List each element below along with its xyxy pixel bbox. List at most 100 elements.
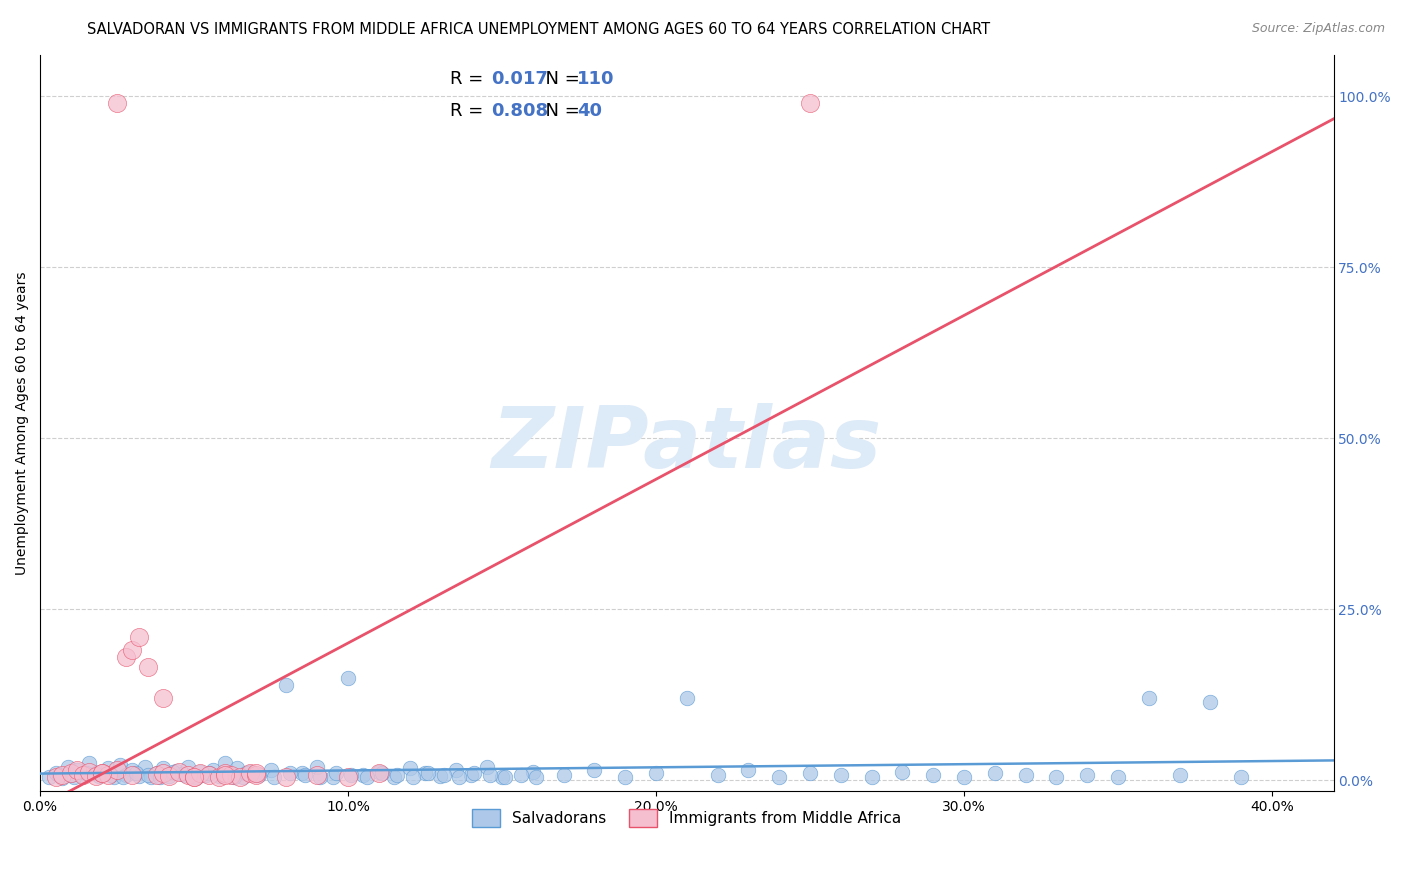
Point xyxy=(198,768,221,782)
Point xyxy=(66,763,89,777)
Point xyxy=(188,765,211,780)
Point xyxy=(72,769,94,783)
Point xyxy=(90,766,112,780)
Point xyxy=(188,766,211,780)
Point xyxy=(219,768,242,782)
Point xyxy=(322,770,344,784)
Point xyxy=(121,768,143,782)
Point xyxy=(509,768,531,782)
Point xyxy=(146,768,169,782)
Point xyxy=(56,759,79,773)
Point xyxy=(44,770,66,784)
Point xyxy=(675,691,697,706)
Point xyxy=(211,768,233,782)
Point xyxy=(79,765,101,780)
Point xyxy=(356,770,378,784)
Point xyxy=(522,765,544,780)
Point xyxy=(152,691,174,706)
Point xyxy=(146,766,169,780)
Point xyxy=(162,765,184,780)
Point xyxy=(478,768,501,782)
Point xyxy=(72,768,94,782)
Point xyxy=(198,766,221,780)
Point xyxy=(115,650,138,665)
Point xyxy=(183,770,205,784)
Point xyxy=(112,770,135,784)
Point xyxy=(494,770,516,784)
Text: 110: 110 xyxy=(576,70,614,88)
Point xyxy=(90,766,112,780)
Point xyxy=(418,766,440,780)
Point xyxy=(245,768,267,782)
Point xyxy=(75,766,97,780)
Point xyxy=(59,768,82,782)
Point xyxy=(214,768,236,782)
Point xyxy=(583,763,606,777)
Point xyxy=(245,768,267,782)
Point xyxy=(121,643,143,657)
Point xyxy=(59,766,82,780)
Point xyxy=(1230,770,1253,784)
Text: Source: ZipAtlas.com: Source: ZipAtlas.com xyxy=(1251,22,1385,36)
Point xyxy=(87,769,110,783)
Point xyxy=(367,765,389,780)
Point xyxy=(165,764,187,778)
Point xyxy=(238,766,260,780)
Point xyxy=(177,759,200,773)
Point xyxy=(149,770,172,784)
Point xyxy=(134,759,156,773)
Point xyxy=(219,767,242,781)
Point xyxy=(229,770,252,784)
Point xyxy=(214,756,236,771)
Text: 0.017: 0.017 xyxy=(492,70,548,88)
Point xyxy=(1137,691,1160,706)
Point xyxy=(90,765,112,780)
Point xyxy=(232,770,254,784)
Point xyxy=(1199,695,1222,709)
Point xyxy=(553,768,575,782)
Point xyxy=(167,765,190,780)
Point xyxy=(645,766,668,780)
Point xyxy=(97,761,120,775)
Point xyxy=(235,766,257,780)
Point xyxy=(429,769,451,783)
Point xyxy=(48,768,70,782)
Point xyxy=(706,768,728,782)
Point xyxy=(124,766,146,780)
Text: SALVADORAN VS IMMIGRANTS FROM MIDDLE AFRICA UNEMPLOYMENT AMONG AGES 60 TO 64 YEA: SALVADORAN VS IMMIGRANTS FROM MIDDLE AFR… xyxy=(87,22,990,37)
Point xyxy=(398,761,420,775)
Point xyxy=(79,756,101,771)
Point xyxy=(238,765,260,780)
Point xyxy=(922,768,945,782)
Point xyxy=(183,770,205,784)
Point xyxy=(84,766,107,780)
Point xyxy=(799,766,821,780)
Point xyxy=(44,766,66,780)
Point xyxy=(121,763,143,777)
Point xyxy=(463,766,485,780)
Point xyxy=(413,766,436,780)
Point xyxy=(432,768,454,782)
Point xyxy=(830,768,852,782)
Point xyxy=(953,770,976,784)
Text: R =: R = xyxy=(450,102,489,120)
Point xyxy=(103,770,125,784)
Point xyxy=(1014,768,1036,782)
Point xyxy=(115,768,138,782)
Point xyxy=(105,763,128,777)
Text: N =: N = xyxy=(534,70,586,88)
Point xyxy=(1168,768,1191,782)
Point xyxy=(768,770,790,784)
Point xyxy=(1076,768,1098,782)
Point xyxy=(195,768,218,782)
Point xyxy=(353,768,375,782)
Point xyxy=(309,770,332,784)
Point xyxy=(51,768,73,782)
Point xyxy=(307,768,329,782)
Point xyxy=(799,96,821,111)
Text: ZIPatlas: ZIPatlas xyxy=(492,403,882,486)
Point xyxy=(524,770,547,784)
Point xyxy=(170,767,193,781)
Point xyxy=(208,770,231,784)
Point xyxy=(367,766,389,780)
